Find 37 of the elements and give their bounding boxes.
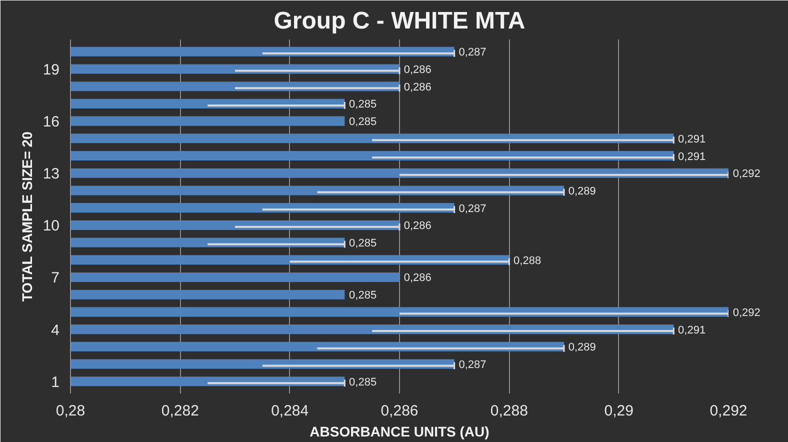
y-tick-label: 1 — [51, 374, 60, 391]
x-tick-label: 0,292 — [710, 402, 748, 420]
data-label: 0,289 — [568, 185, 596, 198]
x-tick-label: 0,288 — [490, 402, 528, 420]
x-tick-label: 0,28 — [56, 402, 86, 420]
data-label: 0,291 — [678, 133, 706, 146]
y-axis-title: TOTAL SAMPLE SIZE= 20 — [18, 131, 35, 302]
data-label: 0,287 — [458, 46, 486, 59]
data-label: 0,291 — [678, 324, 706, 336]
y-tick-label: 7 — [51, 270, 60, 287]
data-label: 0,286 — [404, 64, 432, 76]
data-label: 0,287 — [458, 359, 486, 371]
data-label: 0,286 — [404, 272, 432, 284]
data-label: 0,285 — [349, 290, 377, 302]
data-label: 0,288 — [514, 254, 542, 267]
data-label: 0,285 — [349, 98, 377, 111]
data-label: 0,289 — [568, 342, 596, 354]
y-tick-label: 13 — [42, 166, 60, 183]
data-label: 0,285 — [349, 116, 377, 128]
data-label: 0,285 — [349, 376, 377, 388]
data-label: 0,292 — [732, 168, 760, 180]
data-label: 0,287 — [458, 202, 486, 215]
y-tick-label: 19 — [42, 62, 60, 78]
x-tick-label: 0,286 — [380, 402, 418, 420]
x-tick-label: 0,284 — [271, 402, 309, 420]
y-tick-label: 4 — [51, 322, 60, 339]
data-label: 0,291 — [678, 150, 706, 163]
data-label: 0,286 — [404, 220, 432, 232]
y-tick-label: 16 — [42, 114, 60, 131]
data-label: 0,292 — [732, 306, 760, 319]
x-tick-label: 0,282 — [161, 402, 199, 420]
data-label: 0,286 — [404, 81, 432, 94]
x-tick-label: 0,29 — [604, 402, 634, 420]
chart-title: Group C - WHITE MTA — [274, 8, 526, 34]
x-axis-title: ABSORBANCE UNITS (AU) — [310, 424, 490, 440]
data-label: 0,285 — [349, 238, 377, 250]
y-tick-label: 10 — [42, 218, 60, 235]
